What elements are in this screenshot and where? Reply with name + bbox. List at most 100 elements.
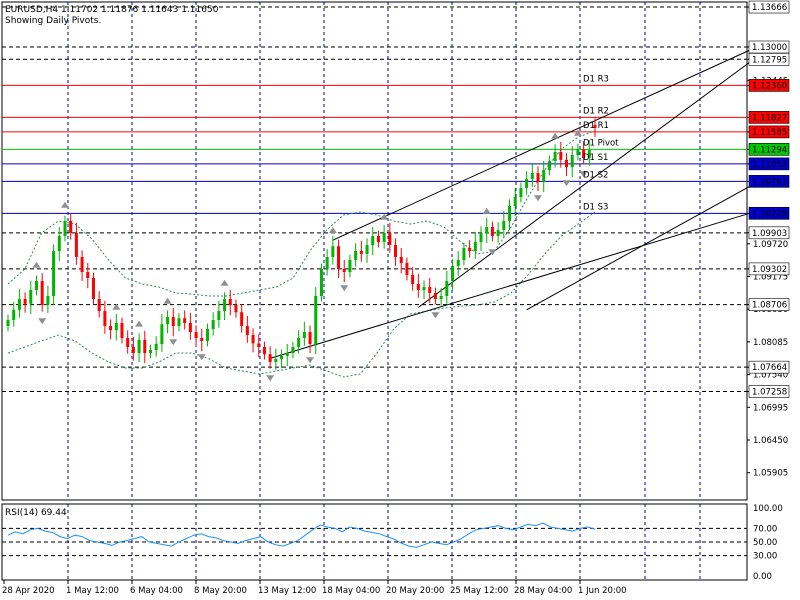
pivot-label: D1 R2 [583, 106, 609, 116]
pivot-label: D1 S1 [583, 153, 608, 163]
candle-body [342, 269, 346, 272]
candle-body [473, 242, 477, 251]
candle-body [371, 236, 375, 245]
time-label: 1 May 12:00 [66, 586, 119, 596]
price-highlight-label: 1.13000 [752, 43, 787, 53]
candle-body [376, 236, 380, 242]
candle-body [211, 320, 215, 329]
candle-body [530, 173, 534, 179]
candle-body [490, 227, 494, 236]
candle-body [399, 257, 403, 263]
fractal-down [534, 195, 543, 202]
candle-body [451, 266, 455, 281]
rsi-tick-label: 30.00 [753, 552, 777, 562]
pivot-label: D1 R3 [583, 74, 609, 84]
price-highlight-box [748, 262, 790, 276]
candle-body [17, 299, 21, 310]
price-highlight-box [748, 52, 790, 66]
time-label: 6 May 04:00 [130, 586, 183, 596]
candle-body [553, 152, 557, 161]
fractal-up [32, 261, 41, 268]
candle-body [29, 290, 33, 304]
candle-body [587, 150, 591, 158]
candle-body [46, 296, 50, 305]
price-highlight-label: 1.07664 [752, 363, 787, 373]
price-highlight-box [748, 157, 790, 171]
candle-body [502, 221, 506, 230]
fractal-down [197, 354, 206, 361]
candle-body [143, 339, 147, 353]
candle-body [183, 318, 187, 323]
price-tick-label: 1.06995 [753, 403, 788, 413]
candle-body [382, 233, 386, 242]
trendline [270, 212, 751, 359]
candle-body [23, 299, 27, 304]
rsi-tick-label: 0.00 [753, 572, 772, 582]
candle-body [160, 324, 164, 344]
fractal-up [380, 213, 389, 220]
candle-body [177, 318, 181, 326]
price-tick-label: 1.08085 [753, 338, 788, 348]
price-highlight-box [748, 0, 790, 14]
candle-body [63, 221, 67, 236]
candle-body [74, 233, 78, 257]
candle-body [234, 305, 238, 313]
price-tick-label: 1.09175 [753, 273, 788, 283]
symbol-header: EURUSD,H4 1.11702 1.11876 1.11643 1.1165… [5, 5, 219, 15]
candle-body [582, 149, 586, 158]
time-label: 28 May 04:00 [514, 586, 572, 596]
time-label: 1 Jun 20:00 [578, 586, 627, 596]
candle-body [12, 309, 16, 320]
candle-body [194, 332, 198, 338]
price-highlight-box [748, 298, 790, 311]
price-highlight-label: 1.09903 [752, 229, 787, 239]
rsi-tick-label: 100.00 [753, 504, 783, 514]
trendline [418, 61, 751, 308]
fractal-down [488, 249, 497, 256]
price-highlight-box [748, 226, 790, 240]
price-highlight-box [748, 207, 790, 220]
fractal-up [328, 227, 337, 233]
price-tick-label: 1.05905 [753, 469, 788, 479]
candle-body [205, 329, 209, 341]
candle-body [52, 251, 56, 296]
candle-body [188, 323, 192, 332]
candle-body [137, 339, 141, 353]
candle-body [200, 338, 204, 341]
candle-body [297, 338, 301, 347]
candle-body [114, 323, 118, 331]
candle-body [411, 275, 415, 284]
candle-body [348, 260, 352, 272]
fractal-down [266, 375, 275, 382]
candle-body [485, 227, 489, 233]
price-highlight-label: 1.13666 [752, 3, 787, 13]
candle-body [240, 312, 244, 326]
fractal-up [220, 279, 229, 286]
candle-body [40, 281, 44, 305]
candle-body [314, 296, 318, 344]
time-label: 28 Apr 2020 [2, 586, 55, 596]
price-highlight-label: 1.11585 [752, 128, 787, 138]
candle-body [223, 299, 227, 311]
candle-body [131, 347, 135, 353]
candle-body [456, 260, 460, 266]
candle-body [422, 287, 426, 290]
price-highlight-label: 1.10761 [752, 177, 787, 187]
price-highlight-label: 1.12360 [752, 81, 787, 91]
bollinger-lower [7, 211, 596, 378]
candle-body [416, 284, 420, 290]
price-highlight-box [748, 143, 790, 156]
subtitle: Showing Daily Pivots. [5, 16, 101, 26]
price-highlight-label: 1.11294 [752, 145, 787, 155]
price-highlight-label: 1.11827 [752, 113, 787, 123]
candle-body [565, 159, 569, 167]
candle-body [80, 257, 84, 272]
candle-body [337, 246, 341, 269]
candle-body [536, 173, 540, 182]
candle-body [542, 170, 546, 182]
candle-body [228, 299, 232, 305]
candle-body [525, 179, 529, 188]
candle-body [148, 350, 152, 353]
price-highlight-box [748, 385, 790, 398]
rsi-tick-label: 70.00 [753, 524, 777, 534]
